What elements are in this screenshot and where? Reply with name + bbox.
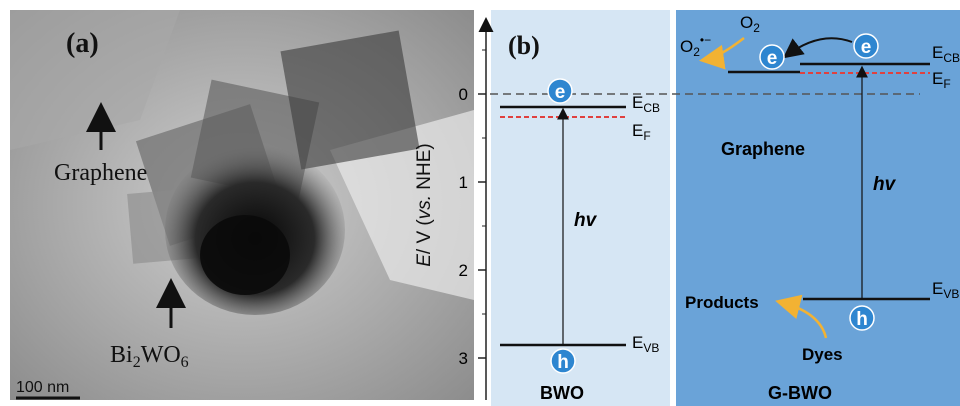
bwo-label: Bi2WO6 xyxy=(110,342,189,371)
graphene-electron-icon xyxy=(759,44,785,70)
tick-label-0: 0 xyxy=(459,85,468,104)
gbwo-hv-label: hv xyxy=(873,174,897,195)
bwo-evb-label: EVB xyxy=(632,333,659,355)
bwo-hole-icon xyxy=(550,348,576,374)
gbwo-ecb-label: ECB xyxy=(932,43,960,65)
gbwo-name-label: G-BWO xyxy=(768,383,832,403)
gbwo-region xyxy=(676,10,960,406)
gbwo-hole-icon xyxy=(849,305,875,331)
y-ticks: 0 1 2 3 xyxy=(459,49,486,368)
o2-reduction-arrow xyxy=(699,37,745,70)
bwo-hole-label: h xyxy=(557,352,569,373)
bwo-name-label: BWO xyxy=(540,383,584,403)
gbwo-electron-icon xyxy=(853,33,879,59)
gbwo-evb-label: EVB xyxy=(932,279,959,301)
graphene-label: Graphene xyxy=(54,160,147,186)
scale-bar-label: 100 nm xyxy=(16,379,69,396)
bwo-electron-icon xyxy=(547,78,573,104)
superoxide-label: O2•− xyxy=(680,33,711,59)
tick-label-1: 1 xyxy=(459,173,468,192)
bwo-ecb-label: ECB xyxy=(632,93,660,115)
bwo-region xyxy=(491,10,670,406)
bwo-ef-label: EF xyxy=(632,121,651,143)
panel-b-label: (b) xyxy=(508,31,540,60)
tick-label-2: 2 xyxy=(459,261,468,280)
gbwo-ef-label: EF xyxy=(932,69,951,91)
gbwo-electron-label: e xyxy=(861,37,872,58)
dyes-label: Dyes xyxy=(802,345,843,364)
graphene-electron-label: e xyxy=(767,48,778,69)
products-label: Products xyxy=(685,293,759,312)
bwo-hv-label: hv xyxy=(574,210,598,231)
dye-oxidation-arrow xyxy=(775,294,828,339)
panel-a-label: (a) xyxy=(66,28,99,59)
tem-dark-core xyxy=(200,215,290,295)
tick-label-3: 3 xyxy=(459,349,468,368)
electron-transfer-arrow xyxy=(782,37,853,59)
panel-a-tem-image: (a) Graphene Bi2WO6 100 nm xyxy=(10,10,474,400)
bwo-electron-label: e xyxy=(555,82,566,103)
o2-label: O2 xyxy=(740,13,760,35)
panel-b-band-diagram: 0 1 2 3 E/ V (vs. NHE) (b) ECB EF EVB e … xyxy=(414,10,960,406)
tem-graphene-sheet xyxy=(10,10,180,150)
y-axis-label: E/ V (vs. NHE) xyxy=(414,143,435,267)
gbwo-hole-label: h xyxy=(856,309,868,330)
tem-plate-3 xyxy=(280,30,420,170)
graphene-region-label: Graphene xyxy=(721,139,805,159)
